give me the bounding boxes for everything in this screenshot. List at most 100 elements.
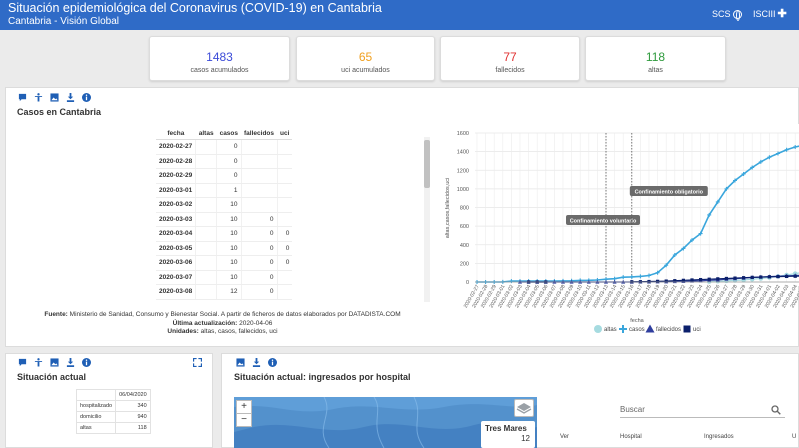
data-point-casos <box>664 263 669 268</box>
table-row: 2020-02-28 0 <box>156 154 293 169</box>
table-row: 2020-03-07 10 0 <box>156 270 293 285</box>
kpi-card-casos: 1483 casos acumulados <box>149 36 290 81</box>
hospital-map[interactable] <box>234 397 537 448</box>
table-header-row: fecha altas casos fallecidos uci <box>156 128 293 140</box>
column-header[interactable]: altas <box>195 128 217 140</box>
download-icon[interactable] <box>66 358 75 367</box>
kpi-label: uci acumulados <box>341 67 390 74</box>
zoom-out-button[interactable]: − <box>236 413 252 427</box>
image-icon[interactable] <box>50 93 59 102</box>
data-point-uci <box>673 279 677 283</box>
panel-actual-toolbar <box>18 358 91 367</box>
data-point-casos <box>690 238 694 243</box>
table-row: 2020-03-02 10 <box>156 197 293 213</box>
data-point-uci <box>656 279 660 283</box>
table-cell: 2020-02-28 <box>156 154 196 169</box>
isciii-link[interactable]: ISCIII ✚ <box>753 8 787 19</box>
search-icon[interactable] <box>771 405 781 415</box>
col-header-ver[interactable]: Ver <box>560 434 570 440</box>
kpi-value: 1483 <box>206 50 233 64</box>
series-line-casos <box>477 145 799 283</box>
info-icon[interactable] <box>268 358 277 367</box>
comment-icon[interactable] <box>18 93 27 102</box>
kpi-card-fallecidos: 77 fallecidos <box>440 36 580 81</box>
data-point-casos <box>733 178 737 183</box>
actualizacion-date: 2020-04-06 <box>239 319 273 327</box>
download-icon[interactable] <box>252 358 261 367</box>
isciii-link-label: ISCIII <box>753 9 776 19</box>
column-header[interactable]: fallecidos <box>241 128 277 140</box>
info-icon[interactable] <box>82 93 91 102</box>
scs-link[interactable]: SCS <box>712 9 742 21</box>
col-header-hospital[interactable]: Hospital <box>620 434 642 440</box>
unidades-text: altas, casos, fallecidos, uci <box>200 328 278 335</box>
search-input[interactable]: Buscar <box>620 405 645 414</box>
table-cell: 0 <box>276 241 293 256</box>
col-header-u[interactable]: U <box>792 434 797 440</box>
info-icon[interactable] <box>82 358 91 367</box>
data-point-casos <box>741 171 746 176</box>
data-point-uci <box>742 276 746 280</box>
panel-hospital-toolbar <box>236 358 277 367</box>
download-icon[interactable] <box>66 93 75 102</box>
expand-icon[interactable] <box>193 358 202 367</box>
table-cell: 0 <box>276 226 293 242</box>
map-popup[interactable]: Tres Mares 12 <box>481 421 535 448</box>
table-cell: 0 <box>216 154 242 169</box>
x-axis-label: fecha <box>630 318 644 324</box>
data-point-casos <box>767 155 772 160</box>
data-point-casos <box>655 270 660 275</box>
column-header[interactable]: fecha <box>156 128 196 140</box>
panel-casos-toolbar <box>18 93 91 102</box>
table-cell <box>240 197 277 213</box>
hospital-search[interactable]: Buscar <box>620 403 785 418</box>
popup-hospital-name: Tres Mares <box>485 424 527 433</box>
table-cell: 12 <box>216 284 242 300</box>
legend-marker-casos <box>619 325 627 333</box>
data-point-casos <box>681 246 686 251</box>
layers-button[interactable] <box>514 399 534 417</box>
row-value: 940 <box>115 411 151 423</box>
kpi-label: casos acumulados <box>190 67 249 74</box>
page-subtitle: Cantabria - Visión Global <box>8 16 119 27</box>
data-point-casos <box>707 212 712 217</box>
kpi-card-altas: 118 altas <box>585 36 726 81</box>
table-cell: 0 <box>240 241 277 256</box>
row-label: hospitalizado <box>75 400 117 412</box>
table-cell <box>195 255 217 271</box>
image-icon[interactable] <box>236 358 245 367</box>
annotation-box <box>629 186 708 196</box>
empty-cell <box>75 389 117 401</box>
table-cell <box>276 154 293 169</box>
table-scrollbar[interactable] <box>424 137 430 302</box>
table-cell <box>240 168 277 184</box>
data-point-casos <box>715 199 720 204</box>
data-point-casos <box>621 275 626 280</box>
col-header-ingresados[interactable]: Ingresados <box>704 434 734 440</box>
column-header[interactable]: casos <box>216 128 242 140</box>
table-cell <box>195 139 217 155</box>
data-point-uci <box>699 277 703 282</box>
table-cell: 2020-03-03 <box>156 212 196 227</box>
image-icon[interactable] <box>50 358 59 367</box>
plot-background <box>475 124 799 286</box>
scrollbar-thumb[interactable] <box>424 140 430 188</box>
data-point-uci <box>724 276 728 281</box>
kpi-card-uci: 65 uci acumulados <box>296 36 435 81</box>
table-cell <box>276 284 293 300</box>
table-cell: 10 <box>216 270 242 285</box>
accessibility-icon[interactable] <box>34 358 43 367</box>
y-tick-label: 200 <box>460 261 469 267</box>
zoom-in-button[interactable]: + <box>236 400 252 414</box>
table-row: 2020-03-08 12 0 <box>156 284 293 300</box>
table-cell: 0 <box>276 255 293 271</box>
table-cell: 2020-02-27 <box>156 139 196 155</box>
annotation-label: Confinamiento obligatorio <box>635 190 704 196</box>
casos-table: fecha altas casos fallecidos uci 2020-02-27 0… <box>156 128 293 300</box>
kpi-label: fallecidos <box>495 67 525 74</box>
table-cell <box>195 168 217 184</box>
column-header[interactable]: uci <box>277 128 293 140</box>
table-cell <box>276 270 293 285</box>
comment-icon[interactable] <box>18 358 27 367</box>
accessibility-icon[interactable] <box>34 93 43 102</box>
